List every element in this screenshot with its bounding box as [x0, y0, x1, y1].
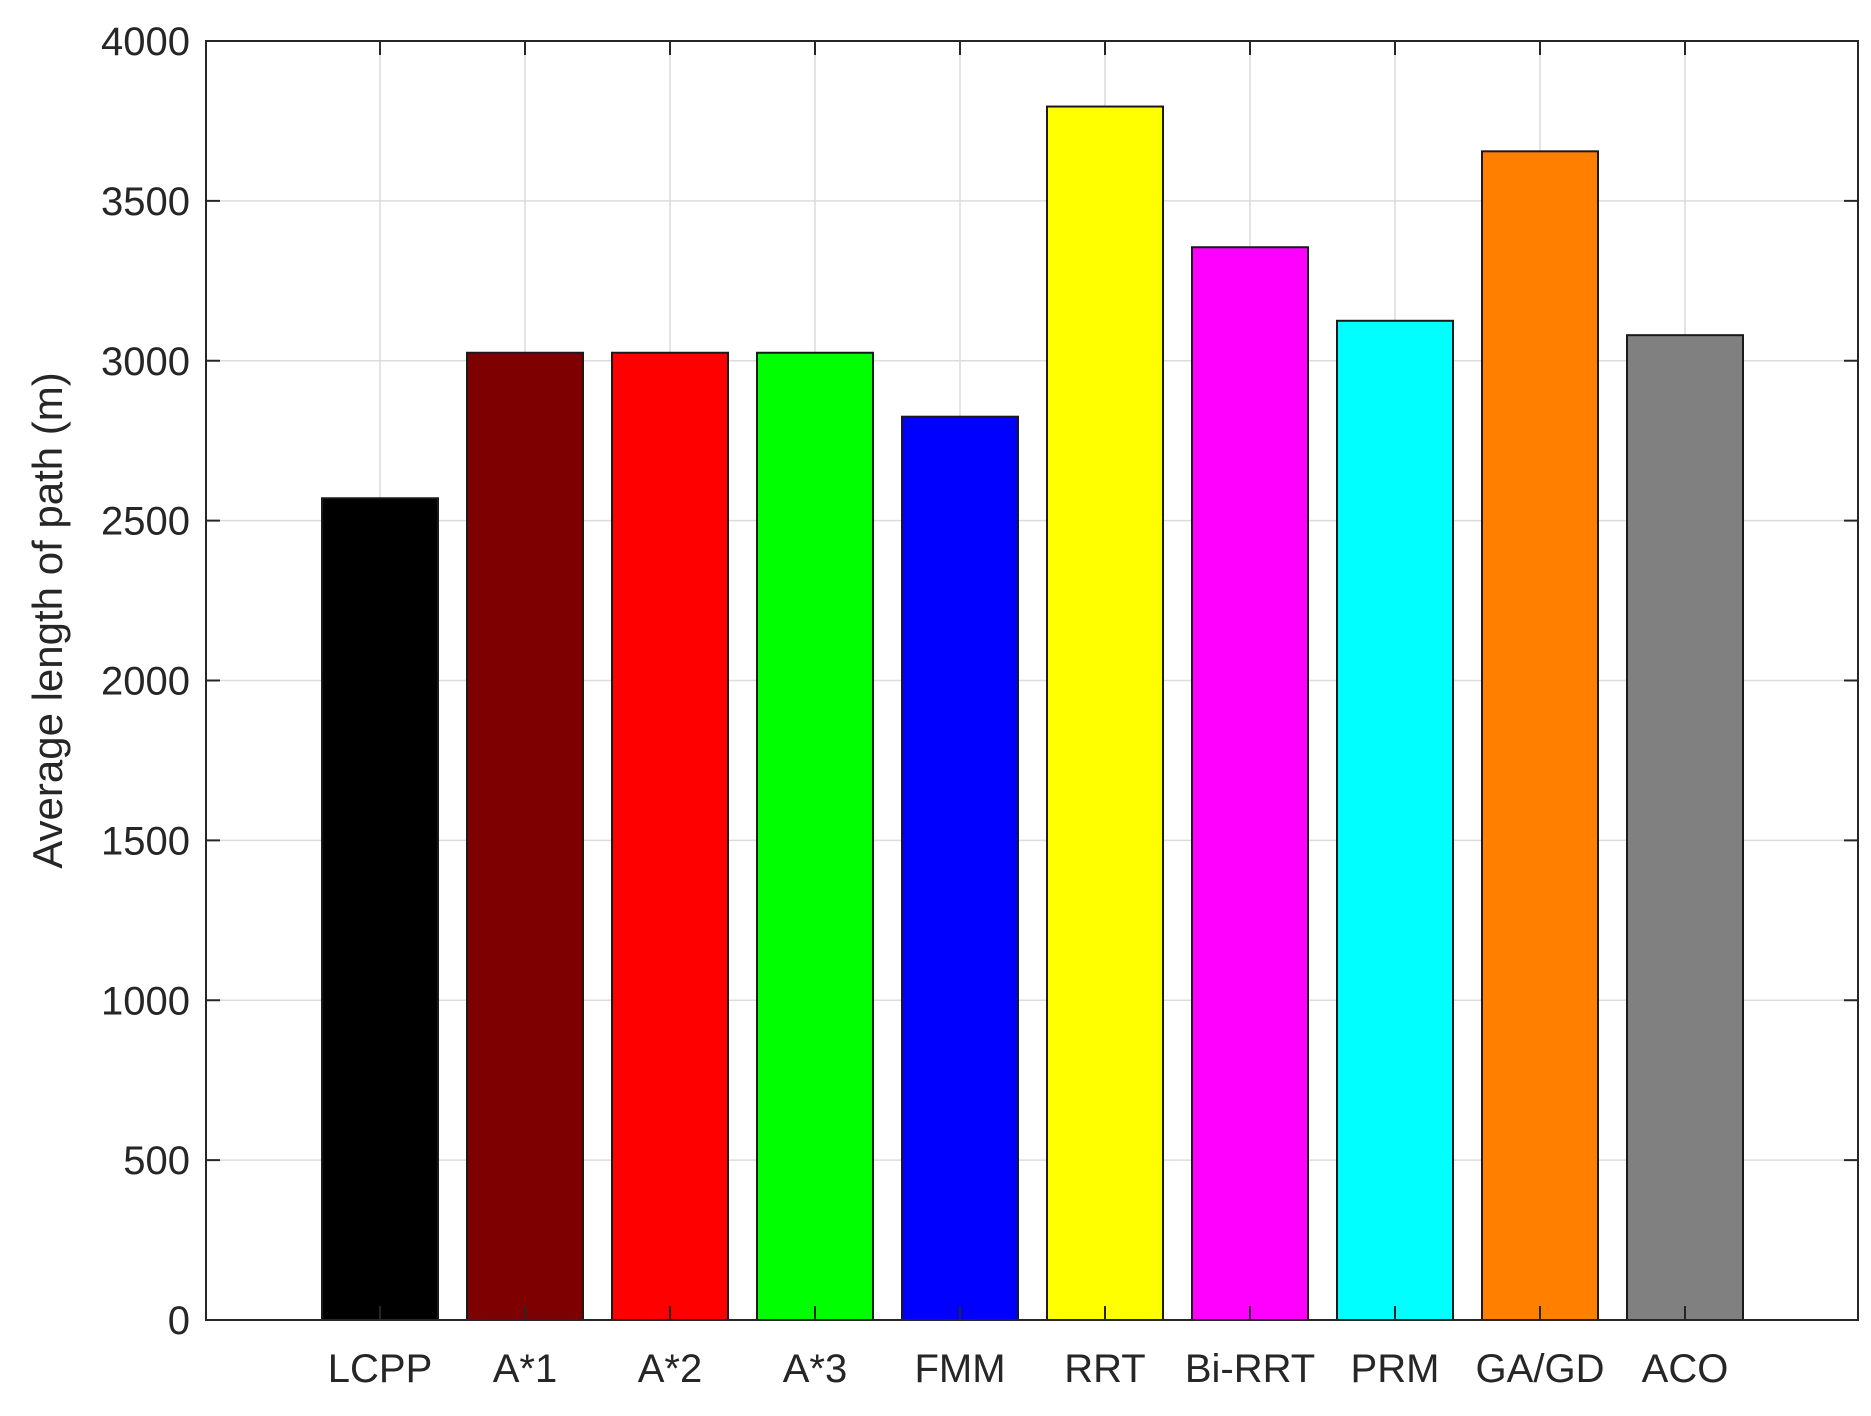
y-tick-label: 1000 — [101, 979, 190, 1023]
bar-lcpp — [321, 497, 439, 1321]
x-tick-label: LCPP — [328, 1347, 433, 1391]
x-tick-label: RRT — [1064, 1347, 1145, 1391]
bar-rrt — [1046, 105, 1164, 1322]
y-tick-labels: 0 500 1000 1500 2000 2500 3000 3500 4000 — [101, 20, 190, 1343]
x-tick-label: GA/GD — [1476, 1347, 1605, 1391]
bar-ga-gd — [1481, 150, 1599, 1322]
axis-ticks — [206, 40, 1858, 1321]
y-tick-label: 4000 — [101, 20, 190, 64]
bar-fmm — [901, 415, 1019, 1321]
x-tick-label: FMM — [914, 1347, 1005, 1391]
bars — [321, 105, 1744, 1322]
x-tick-labels: LCPP A*1 A*2 A*3 FMM RRT Bi-RRT PRM GA/GD ACO — [328, 1347, 1729, 1391]
y-tick-label: 0 — [168, 1299, 190, 1343]
bar-aco — [1626, 334, 1744, 1322]
x-tick-label: PRM — [1351, 1347, 1440, 1391]
y-tick-label: 500 — [123, 1139, 190, 1183]
y-tick-label: 1500 — [101, 819, 190, 863]
x-tick-label: A*1 — [493, 1347, 558, 1391]
bar-a-3 — [756, 351, 874, 1322]
y-tick-label: 2000 — [101, 660, 190, 704]
x-tick-label: Bi-RRT — [1185, 1347, 1315, 1391]
y-tick-label: 3500 — [101, 180, 190, 224]
y-tick-label: 2500 — [101, 500, 190, 544]
x-tick-label: A*3 — [783, 1347, 848, 1391]
bar-bi-rrt — [1191, 246, 1309, 1321]
bar-prm — [1336, 319, 1454, 1321]
x-tick-label: ACO — [1642, 1347, 1729, 1391]
y-tick-label: 3000 — [101, 340, 190, 384]
y-axis-label: Average length of path (m) — [24, 372, 71, 869]
bar-a-1 — [466, 351, 584, 1322]
bar-a-2 — [611, 351, 729, 1322]
x-tick-label: A*2 — [638, 1347, 703, 1391]
